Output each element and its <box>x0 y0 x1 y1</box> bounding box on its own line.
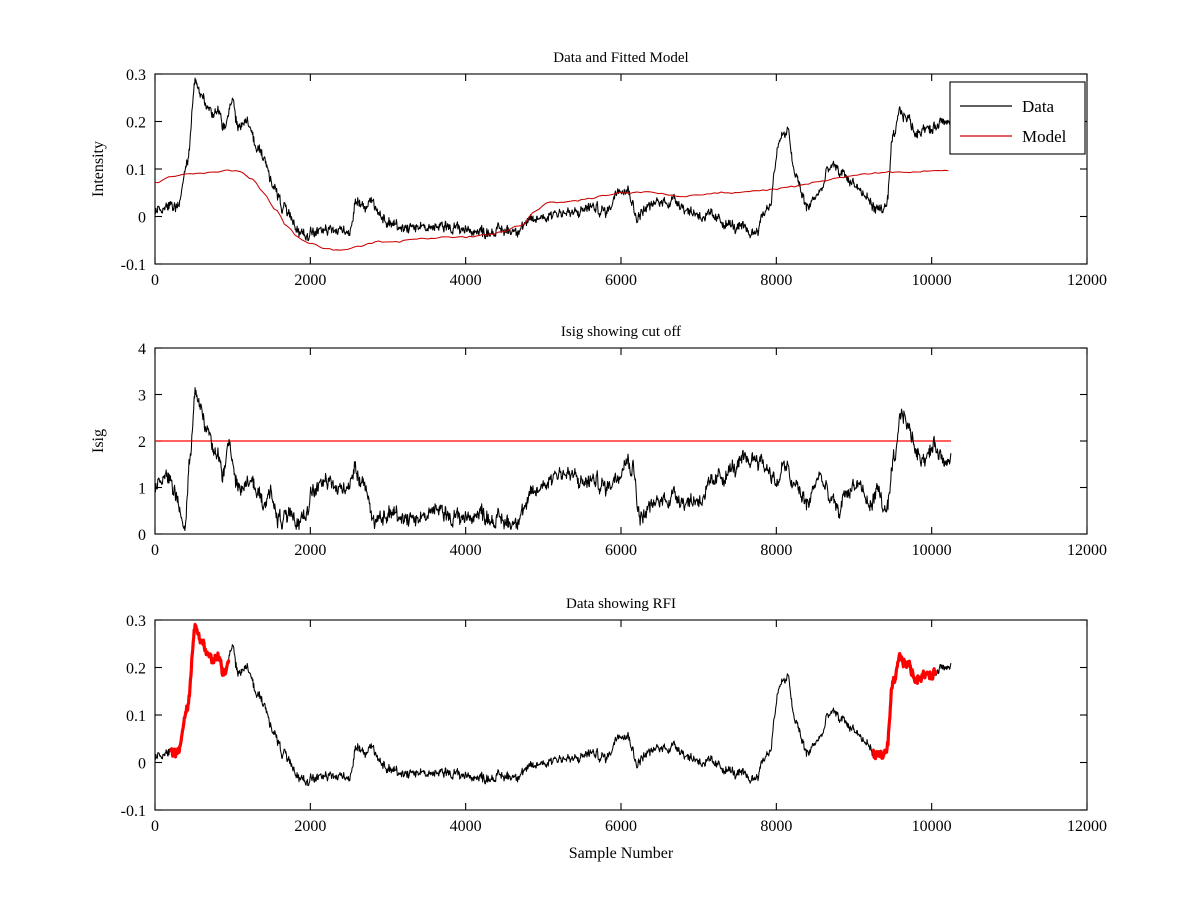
x-tick-label: 6000 <box>605 818 637 835</box>
legend-box <box>949 81 1086 155</box>
x-tick-label: 4000 <box>450 542 482 559</box>
y-tick-label: 0.1 <box>126 162 146 179</box>
series-group-panel2 <box>155 387 952 532</box>
axes-panel3: Data showing RFI 0 2000 4000 6000 8000 10000 12… <box>121 596 1107 862</box>
y-tick-label: 0.3 <box>126 67 146 84</box>
series-line-model <box>155 169 949 251</box>
x-tick-label: 12000 <box>1067 818 1107 835</box>
x-tick-label: 10000 <box>912 272 952 289</box>
y-tick-label: 0 <box>138 756 146 773</box>
y-tick-label: 0 <box>138 210 146 227</box>
rfi-segment-2 <box>871 651 938 761</box>
x-tick-label: 6000 <box>605 272 637 289</box>
y-tick-label: 0.2 <box>126 661 146 678</box>
y-tick-label: 0 <box>138 527 146 544</box>
axes-panel2: Isig showing cut off 0 2000 4000 6000 8000 100… <box>90 324 1107 559</box>
x-tick-label: 0 <box>151 818 159 835</box>
panel-title-panel2: Isig showing cut off <box>561 324 681 340</box>
x-tick-label: 0 <box>151 542 159 559</box>
axes-panel1: Data and Fitted Model 0 2000 4000 6000 8000 10… <box>90 50 1107 289</box>
y-tick-label: 0.1 <box>126 708 146 725</box>
y-axis-label-panel1: Intensity <box>90 141 107 197</box>
y-tick-label: 0.2 <box>126 115 146 132</box>
x-tick-label: 2000 <box>294 542 326 559</box>
x-tick-label: 4000 <box>450 272 482 289</box>
x-tick-label: 8000 <box>760 542 792 559</box>
y-tick-label: 0.3 <box>126 613 146 630</box>
x-axis-label: Sample Number <box>569 845 674 862</box>
x-tick-label: 4000 <box>450 818 482 835</box>
x-tick-label: 8000 <box>760 818 792 835</box>
series-line-data <box>155 623 952 787</box>
legend-label-model: Model <box>1022 127 1067 146</box>
rfi-segment-1 <box>169 622 231 759</box>
plot-box-panel3 <box>154 619 1088 811</box>
y-tick-label: 4 <box>138 341 146 358</box>
y-tick-label: -0.1 <box>121 257 146 274</box>
x-tick-label: 2000 <box>294 272 326 289</box>
x-tick-label: 8000 <box>760 272 792 289</box>
legend: Data Model <box>949 81 1086 155</box>
x-tick-label: 10000 <box>912 542 952 559</box>
legend-label-data: Data <box>1022 97 1055 116</box>
x-tick-label: 10000 <box>912 818 952 835</box>
x-tick-label: 2000 <box>294 818 326 835</box>
y-tick-label: -0.1 <box>121 803 146 820</box>
x-tick-label: 6000 <box>605 542 637 559</box>
y-axis-label-panel2: Isig <box>90 429 107 453</box>
series-group-panel3 <box>155 622 952 787</box>
y-tick-label: 2 <box>138 434 146 451</box>
x-tick-label: 0 <box>151 272 159 289</box>
y-tick-label: 3 <box>138 388 146 405</box>
x-tick-label: 12000 <box>1067 272 1107 289</box>
x-tick-label: 12000 <box>1067 542 1107 559</box>
series-group-panel1 <box>155 77 952 251</box>
panel-title-panel3: Data showing RFI <box>566 596 676 612</box>
panel-title-panel1: Data and Fitted Model <box>553 50 688 66</box>
series-line-data <box>155 77 952 242</box>
series-line-isig <box>155 387 952 532</box>
y-tick-label: 1 <box>138 481 146 498</box>
